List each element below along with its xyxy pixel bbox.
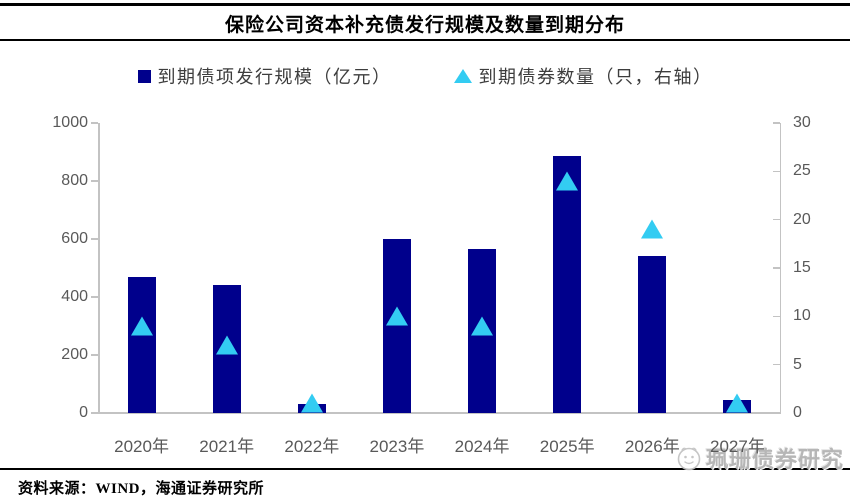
triangle-marker-2027年 [726,393,749,413]
right-axis-tick [773,363,780,366]
triangle-marker-2023年 [385,306,408,326]
right-axis-tick [773,122,780,124]
left-axis-tick-label: 1000 [52,114,88,131]
bar-2026年 [638,256,667,413]
chart-legend: 到期债项发行规模（亿元） 到期债券数量（只，右轴） [0,63,850,89]
left-axis-tick-label: 0 [79,404,88,421]
left-axis-tick [91,412,98,414]
right-axis-tick-label: 15 [793,259,811,276]
left-axis-tick-label: 800 [61,172,88,189]
right-axis-tick-label: 30 [793,114,811,131]
left-axis-tick [91,354,98,356]
left-axis-tick-label: 600 [61,230,88,247]
right-axis-tick [773,315,780,318]
watermark: 珮珊债券研究 [676,442,844,474]
triangle-marker-2024年 [471,316,494,336]
right-axis-tick [773,170,780,173]
left-axis-tick [91,180,98,182]
triangle-marker-2021年 [215,335,238,355]
x-axis-line [98,412,781,414]
x-axis-category-label: 2021年 [199,437,255,456]
x-axis-category-label: 2020年 [114,437,169,456]
legend-item-bar-series: 到期债项发行规模（亿元） [137,63,392,89]
source-note: 资料来源：WIND，海通证券研究所 [18,481,265,497]
triangle-marker-2022年 [300,393,323,413]
left-axis-tick [91,296,98,298]
right-axis-line [779,123,781,414]
left-axis-tick [91,122,98,124]
bar-series-swatch-icon [137,69,151,83]
right-axis-tick-label: 10 [793,307,811,325]
triangle-series-swatch-icon [453,69,472,83]
x-axis-category-label: 2022年 [284,437,340,456]
bar-2025年 [553,156,582,413]
triangle-marker-2020年 [130,316,153,336]
right-axis-tick-label: 0 [793,404,802,421]
right-axis-tick [773,218,780,221]
left-axis-line [98,123,100,414]
watermark-text: 珮珊债券研究 [705,447,844,472]
bar-2020年 [127,276,156,413]
bar-2023年 [382,239,411,413]
left-axis-tick-label: 400 [61,288,88,305]
x-axis-category-label: 2026年 [624,437,680,456]
top-border-rule [0,3,850,6]
chart-title: 保险公司资本补充债发行规模及数量到期分布 [224,15,625,36]
triangle-marker-2025年 [556,171,579,191]
x-axis-category-label: 2027年 [710,437,765,456]
x-axis-category-label: 2025年 [539,437,595,456]
smiley-logo-icon [677,447,701,471]
x-axis-category-label: 2023年 [369,437,425,456]
right-axis-tick-label: 25 [793,162,811,180]
right-axis-tick [773,412,780,414]
left-axis-tick [91,238,98,240]
right-axis-tick-label: 20 [793,210,811,228]
right-axis-tick [773,267,780,269]
triangle-marker-2026年 [641,219,664,239]
legend-label-bar-series: 到期债项发行规模（亿元） [157,67,392,87]
footer-rule [0,468,850,470]
x-axis-category-label: 2024年 [454,437,510,456]
right-axis-tick-label: 5 [793,355,802,373]
title-divider-rule [0,39,850,41]
legend-item-triangle-series: 到期债券数量（只，右轴） [453,63,713,89]
left-axis-tick-label: 200 [61,346,88,363]
plot-area [91,122,781,414]
legend-label-triangle-series: 到期债券数量（只，右轴） [478,67,713,87]
